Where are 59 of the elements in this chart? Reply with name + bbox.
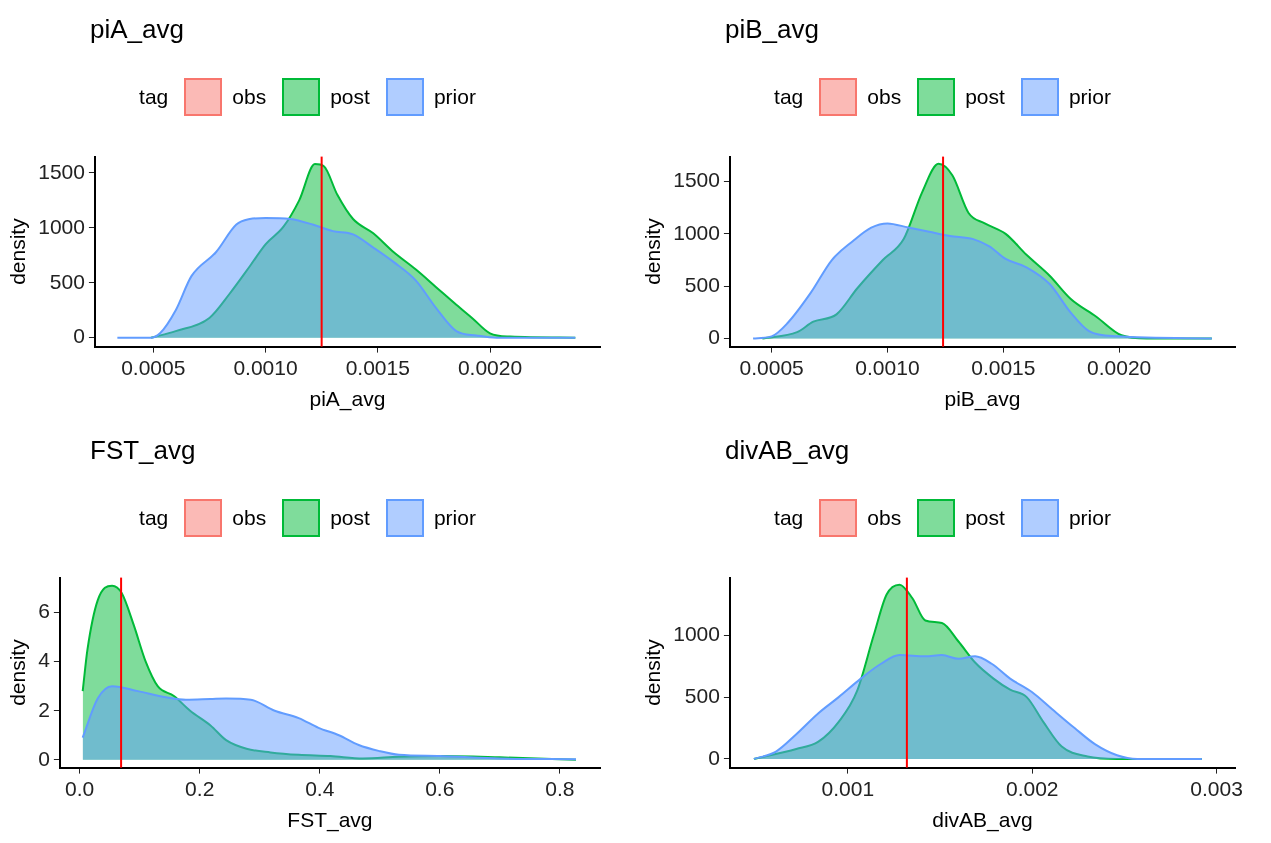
y-axis-title: density	[6, 217, 30, 285]
legend-label: post	[330, 85, 370, 109]
y-tick-label: 500	[684, 272, 720, 296]
legend-label: prior	[1068, 85, 1111, 109]
y-tick-label: 0	[708, 325, 720, 349]
legend-title: tag	[774, 506, 804, 530]
legend-label: obs	[232, 85, 267, 109]
x-axis-title: piA_avg	[309, 387, 386, 412]
x-tick-label: 0.0015	[345, 356, 410, 379]
y-tick-label: 0	[708, 745, 720, 769]
legend-label: prior	[433, 506, 476, 530]
y-tick-label: 1500	[673, 168, 720, 192]
legend-label: post	[965, 506, 1005, 530]
y-tick-label: 0	[73, 324, 85, 348]
x-tick-label: 0.0	[65, 777, 95, 800]
legend-title: tag	[139, 506, 169, 530]
y-tick-label: 1000	[38, 214, 85, 238]
x-tick-label: 0.0015	[971, 356, 1036, 379]
y-tick-label: 500	[684, 683, 720, 707]
x-tick-label: 0.0005	[121, 356, 186, 379]
chart-title: piB_avg	[725, 14, 819, 45]
y-tick-label: 1500	[38, 159, 85, 183]
chart-title: piA_avg	[90, 14, 184, 45]
y-axis-title: density	[6, 638, 30, 706]
x-tick-label: 0.0020	[1087, 356, 1152, 379]
y-tick-label: 4	[38, 648, 51, 672]
y-tick-label: 0	[38, 746, 50, 770]
x-tick-label: 0.2	[185, 777, 215, 800]
chart-title: FST_avg	[90, 435, 196, 466]
legend-label: obs	[867, 506, 902, 530]
legend-label: prior	[1068, 506, 1111, 530]
x-tick-label: 0.002	[1005, 777, 1059, 800]
legend-title: tag	[774, 85, 804, 109]
x-tick-label: 0.4	[305, 777, 335, 800]
x-tick-label: 0.0010	[233, 356, 298, 379]
chart-title: divAB_avg	[725, 435, 850, 466]
legend-label: obs	[867, 85, 902, 109]
legend-title: tag	[139, 85, 169, 109]
y-tick-label: 6	[38, 599, 50, 623]
y-axis-title: density	[641, 638, 665, 706]
y-tick-label: 1000	[673, 622, 720, 646]
legend-label: obs	[232, 506, 267, 530]
y-tick-label: 2	[38, 697, 50, 721]
legend-label: post	[965, 85, 1005, 109]
x-tick-label: 0.001	[821, 777, 875, 800]
x-tick-label: 0.0010	[855, 356, 920, 379]
x-tick-label: 0.0005	[739, 356, 804, 379]
x-tick-label: 0.003	[1190, 777, 1243, 800]
x-axis-title: divAB_avg	[932, 808, 1033, 833]
legend-label: prior	[433, 85, 476, 109]
x-tick-label: 0.8	[545, 777, 575, 800]
y-tick-label: 1000	[673, 220, 720, 244]
y-tick-label: 500	[49, 269, 85, 293]
x-axis-title: FST_avg	[287, 808, 373, 833]
legend-label: post	[330, 506, 370, 530]
x-tick-label: 0.0020	[457, 356, 523, 379]
x-axis-title: piB_avg	[944, 387, 1021, 412]
x-tick-label: 0.6	[425, 777, 455, 800]
y-axis-title: density	[641, 217, 665, 285]
